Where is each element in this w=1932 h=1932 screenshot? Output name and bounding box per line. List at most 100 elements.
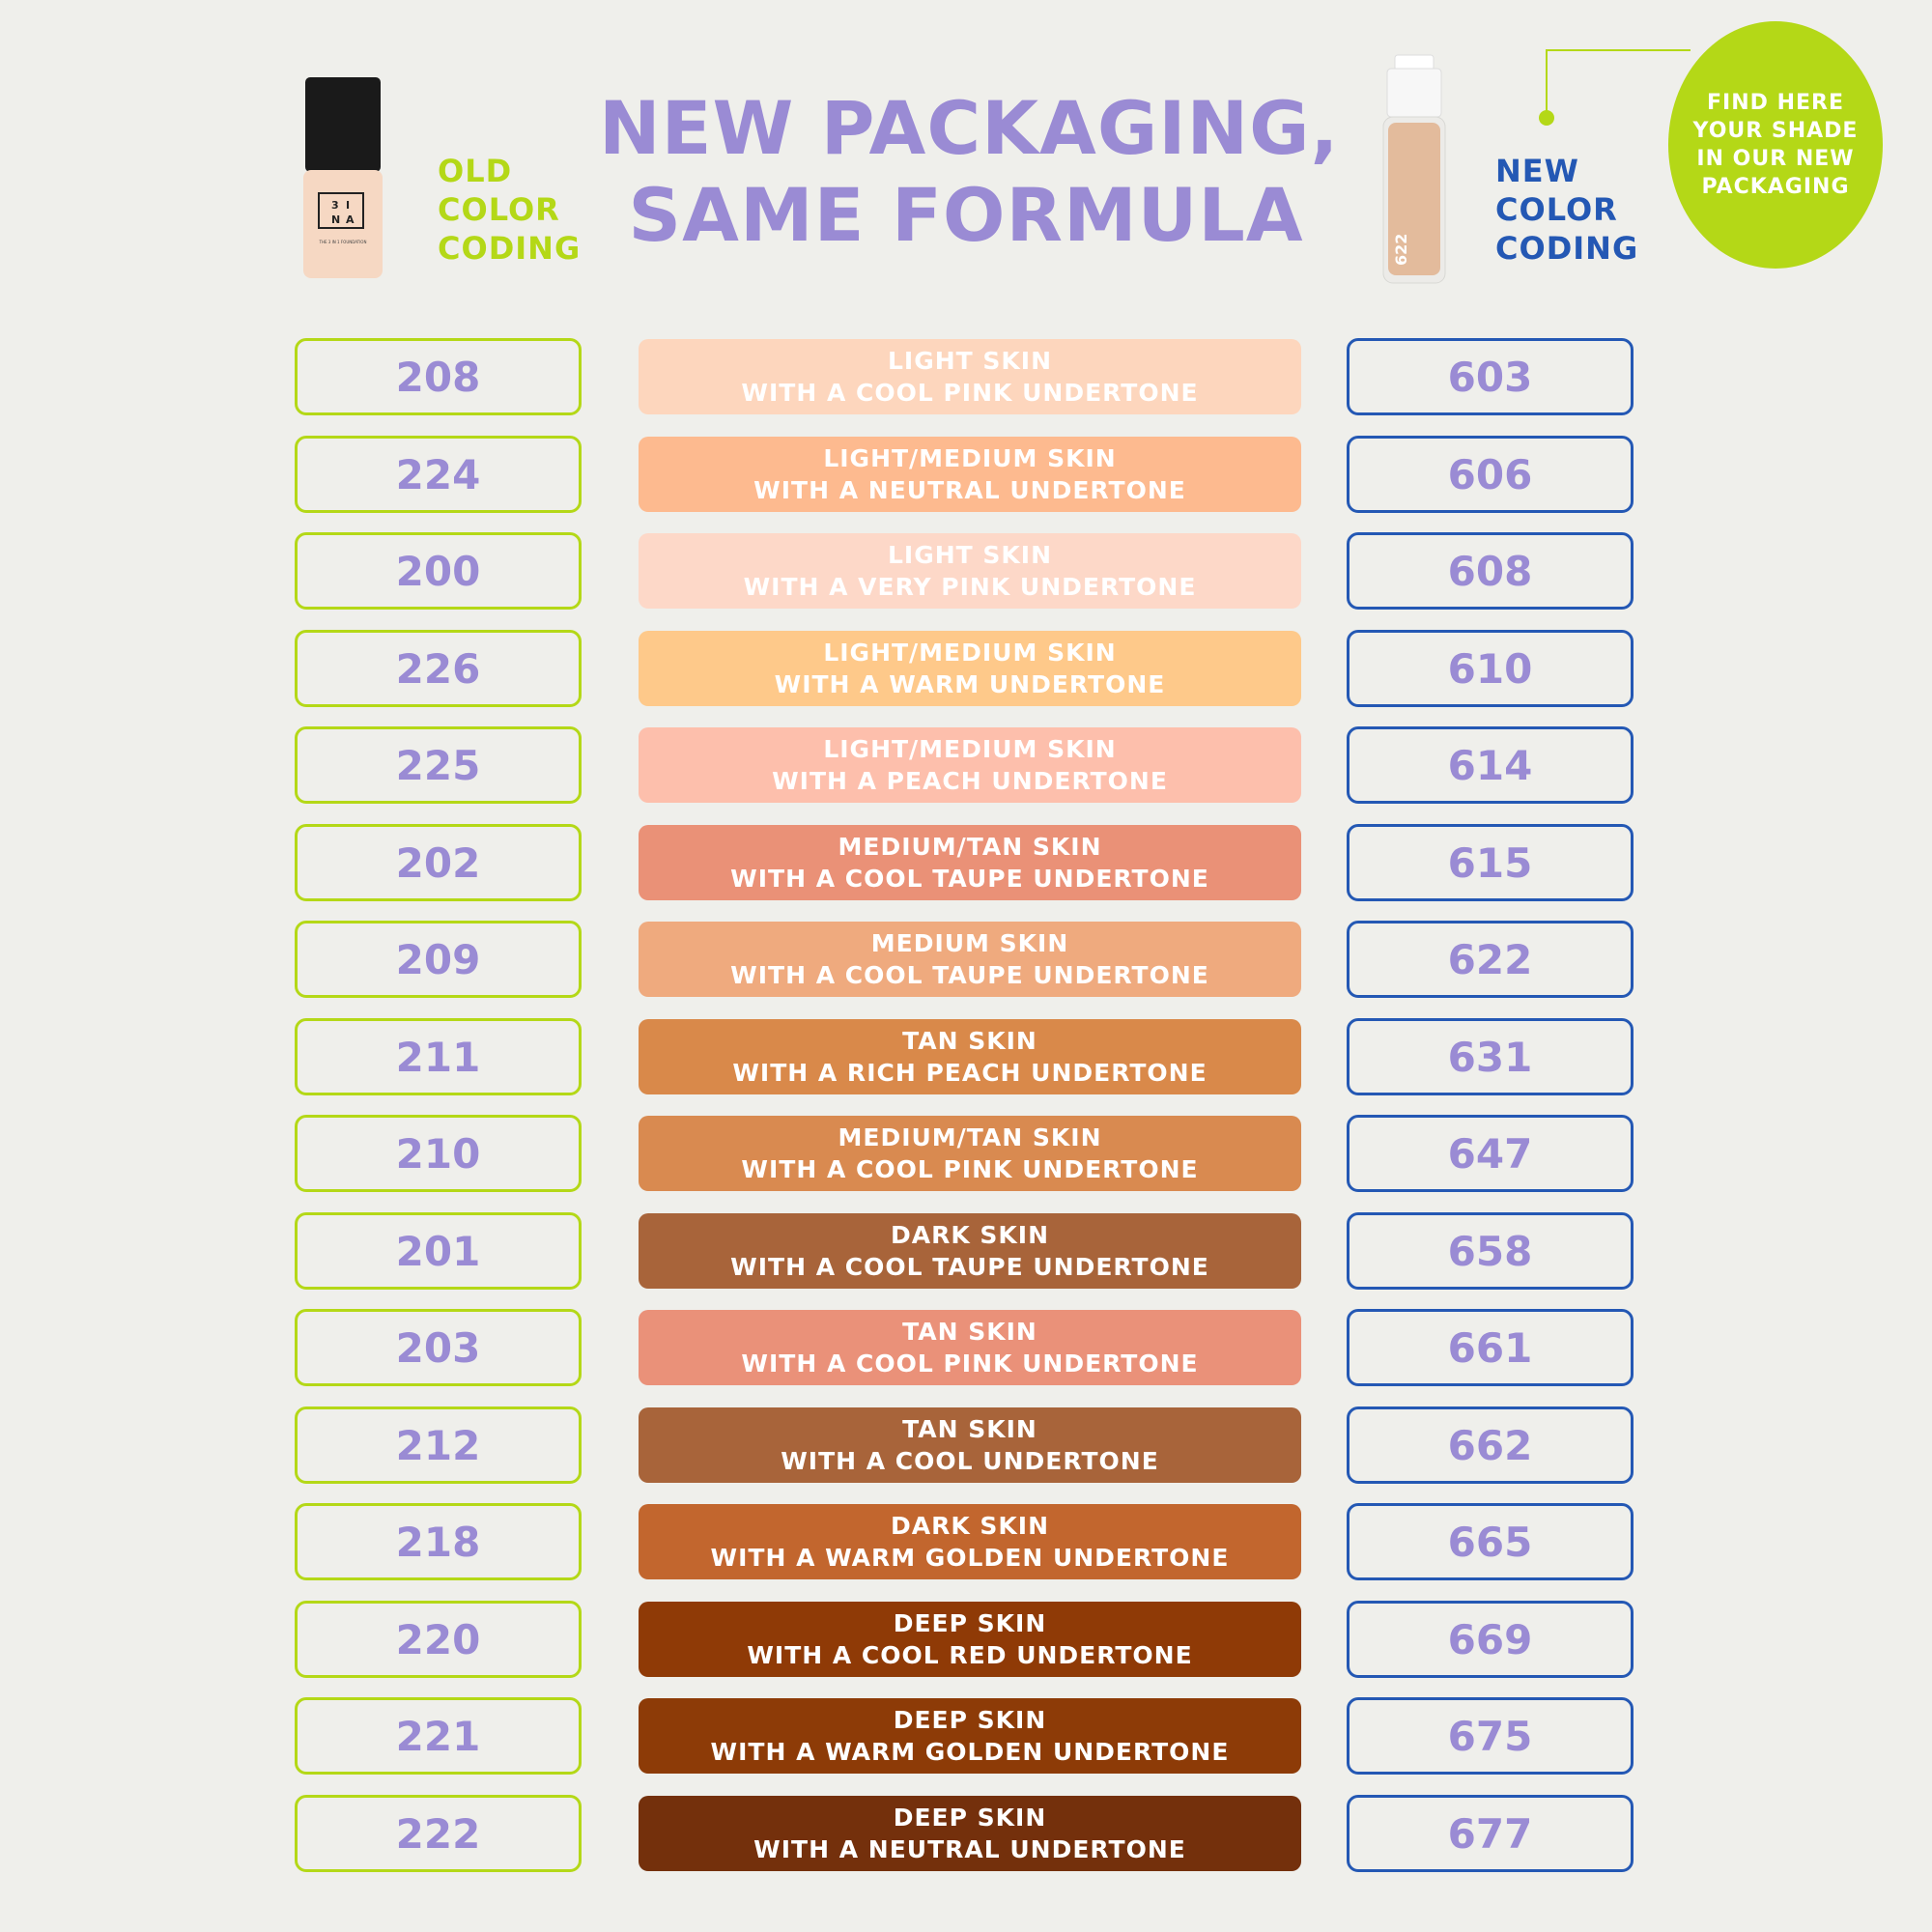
new-shade-code: 677 (1347, 1795, 1634, 1872)
shade-row: 210 MEDIUM/TAN SKIN WITH A COOL PINK UNDER… (0, 1115, 1932, 1192)
old-shade-code: 222 (295, 1795, 582, 1872)
old-shade-code: 208 (295, 338, 582, 415)
skin-tone-label: DARK SKIN (890, 1512, 1050, 1540)
shade-description: LIGHT SKIN WITH A COOL PINK UNDERTONE (639, 339, 1301, 414)
shade-description: DARK SKIN WITH A COOL TAUPE UNDERTONE (639, 1213, 1301, 1289)
shade-description: MEDIUM/TAN SKIN WITH A COOL PINK UNDERTON… (639, 1116, 1301, 1191)
title-line-2: SAME FORMULA (628, 172, 1304, 258)
new-shade-code: 615 (1347, 824, 1634, 901)
old-shade-code: 203 (295, 1309, 582, 1386)
new-shade-code: 647 (1347, 1115, 1634, 1192)
undertone-label: WITH A COOL TAUPE UNDERTONE (730, 961, 1209, 989)
svg-text:622: 622 (1392, 234, 1410, 266)
svg-text:3: 3 (331, 199, 339, 212)
old-shade-code: 224 (295, 436, 582, 513)
old-color-coding-label: OLD COLOR CODING (438, 153, 582, 267)
shade-row: 222 DEEP SKIN WITH A NEUTRAL UNDERTONE 677 (0, 1795, 1932, 1872)
svg-text:N: N (331, 213, 340, 226)
undertone-label: WITH A VERY PINK UNDERTONE (743, 573, 1197, 601)
undertone-label: WITH A RICH PEACH UNDERTONE (732, 1059, 1208, 1087)
page-title: NEW PACKAGING, SAME FORMULA (599, 85, 1340, 259)
shade-description: LIGHT SKIN WITH A VERY PINK UNDERTONE (639, 533, 1301, 609)
old-shade-code: 212 (295, 1406, 582, 1484)
new-shade-code: 669 (1347, 1601, 1634, 1678)
shade-description: TAN SKIN WITH A COOL UNDERTONE (639, 1407, 1301, 1483)
undertone-label: WITH A PEACH UNDERTONE (772, 767, 1168, 795)
old-packaging-bottle: 3 I N A THE 3 IN 1 FOUNDATION (303, 77, 383, 278)
svg-text:A: A (346, 213, 355, 226)
bottle-body (303, 170, 383, 278)
shade-row: 225 LIGHT/MEDIUM SKIN WITH A PEACH UNDERTO… (0, 726, 1932, 804)
shade-row: 211 TAN SKIN WITH A RICH PEACH UNDERTONE 63… (0, 1018, 1932, 1095)
new-shade-code: 665 (1347, 1503, 1634, 1580)
svg-text:THE 3 IN 1 FOUNDATION: THE 3 IN 1 FOUNDATION (319, 240, 367, 244)
old-shade-code: 200 (295, 532, 582, 610)
new-color-coding-label: NEW COLOR CODING (1495, 153, 1639, 267)
undertone-label: WITH A COOL UNDERTONE (781, 1447, 1159, 1475)
old-shade-code: 218 (295, 1503, 582, 1580)
shade-row: 202 MEDIUM/TAN SKIN WITH A COOL TAUPE UNDE… (0, 824, 1932, 901)
shade-row: 209 MEDIUM SKIN WITH A COOL TAUPE UNDERTON… (0, 921, 1932, 998)
new-shade-code: 608 (1347, 532, 1634, 610)
skin-tone-label: DEEP SKIN (893, 1609, 1047, 1637)
skin-tone-label: LIGHT/MEDIUM SKIN (823, 735, 1117, 763)
undertone-label: WITH A COOL PINK UNDERTONE (741, 1350, 1199, 1378)
shade-description: DEEP SKIN WITH A WARM GOLDEN UNDERTONE (639, 1698, 1301, 1774)
new-shade-code: 675 (1347, 1697, 1634, 1775)
shade-description: DARK SKIN WITH A WARM GOLDEN UNDERTONE (639, 1504, 1301, 1579)
shade-description: LIGHT/MEDIUM SKIN WITH A NEUTRAL UNDERTON… (639, 437, 1301, 512)
shade-row: 201 DARK SKIN WITH A COOL TAUPE UNDERTONE 6… (0, 1212, 1932, 1290)
old-shade-code: 209 (295, 921, 582, 998)
new-shade-code: 661 (1347, 1309, 1634, 1386)
undertone-label: WITH A WARM GOLDEN UNDERTONE (710, 1738, 1230, 1766)
skin-tone-label: TAN SKIN (902, 1027, 1037, 1055)
pump-cap (1386, 68, 1442, 118)
connector-line (1546, 49, 1690, 51)
skin-tone-label: TAN SKIN (902, 1415, 1037, 1443)
skin-tone-label: MEDIUM/TAN SKIN (838, 833, 1102, 861)
undertone-label: WITH A COOL PINK UNDERTONE (741, 1155, 1199, 1183)
connector-line-vertical (1546, 49, 1548, 115)
shade-description: MEDIUM SKIN WITH A COOL TAUPE UNDERTONE (639, 922, 1301, 997)
skin-tone-label: TAN SKIN (902, 1318, 1037, 1346)
undertone-label: WITH A COOL RED UNDERTONE (747, 1641, 1193, 1669)
new-shade-code: 606 (1347, 436, 1634, 513)
new-shade-code: 658 (1347, 1212, 1634, 1290)
foundation-fill (1388, 123, 1440, 275)
shade-row: 226 LIGHT/MEDIUM SKIN WITH A WARM UNDERTON… (0, 630, 1932, 707)
undertone-label: WITH A COOL PINK UNDERTONE (741, 379, 1199, 407)
old-shade-code: 210 (295, 1115, 582, 1192)
old-shade-code: 221 (295, 1697, 582, 1775)
undertone-label: WITH A COOL TAUPE UNDERTONE (730, 865, 1209, 893)
old-shade-code: 226 (295, 630, 582, 707)
shade-row: 221 DEEP SKIN WITH A WARM GOLDEN UNDERTONE… (0, 1697, 1932, 1775)
svg-text:I: I (346, 199, 350, 212)
old-shade-code: 225 (295, 726, 582, 804)
new-shade-code: 603 (1347, 338, 1634, 415)
new-shade-code: 662 (1347, 1406, 1634, 1484)
shade-description: LIGHT/MEDIUM SKIN WITH A PEACH UNDERTONE (639, 727, 1301, 803)
undertone-label: WITH A WARM GOLDEN UNDERTONE (710, 1544, 1230, 1572)
title-line-1: NEW PACKAGING, (599, 85, 1340, 171)
old-shade-code: 202 (295, 824, 582, 901)
shade-description: TAN SKIN WITH A RICH PEACH UNDERTONE (639, 1019, 1301, 1094)
new-packaging-bottle: 622 (1382, 54, 1446, 284)
shade-description: DEEP SKIN WITH A COOL RED UNDERTONE (639, 1602, 1301, 1677)
shade-row: 200 LIGHT SKIN WITH A VERY PINK UNDERTONE 6… (0, 532, 1932, 610)
shade-description: MEDIUM/TAN SKIN WITH A COOL TAUPE UNDERTO… (639, 825, 1301, 900)
shade-row: 212 TAN SKIN WITH A COOL UNDERTONE 662 (0, 1406, 1932, 1484)
connector-dot (1539, 110, 1554, 126)
undertone-label: WITH A COOL TAUPE UNDERTONE (730, 1253, 1209, 1281)
shade-description: TAN SKIN WITH A COOL PINK UNDERTONE (639, 1310, 1301, 1385)
skin-tone-label: MEDIUM SKIN (870, 929, 1069, 957)
skin-tone-label: LIGHT SKIN (887, 347, 1053, 375)
skin-tone-label: DEEP SKIN (893, 1804, 1047, 1832)
find-shade-badge: FIND HERE YOUR SHADE IN OUR NEW PACKAGIN… (1668, 21, 1883, 269)
shade-description: LIGHT/MEDIUM SKIN WITH A WARM UNDERTONE (639, 631, 1301, 706)
bottle-cap (305, 77, 381, 172)
shade-description: DEEP SKIN WITH A NEUTRAL UNDERTONE (639, 1796, 1301, 1871)
shade-row: 218 DARK SKIN WITH A WARM GOLDEN UNDERTONE… (0, 1503, 1932, 1580)
undertone-label: WITH A NEUTRAL UNDERTONE (753, 476, 1186, 504)
new-shade-code: 631 (1347, 1018, 1634, 1095)
shade-row: 203 TAN SKIN WITH A COOL PINK UNDERTONE 661 (0, 1309, 1932, 1386)
